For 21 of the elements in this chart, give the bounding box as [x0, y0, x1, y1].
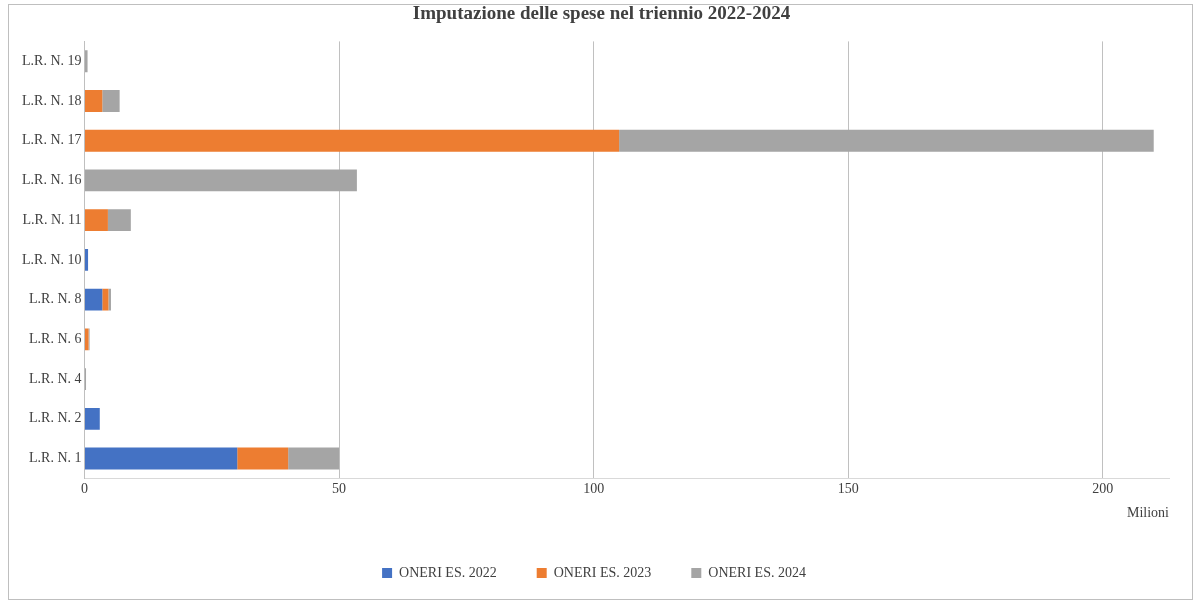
- y-tick-label: L.R. N. 1: [29, 450, 82, 466]
- y-tick-label: L.R. N. 11: [22, 211, 82, 227]
- y-tick-label: L.R. N. 10: [22, 251, 82, 267]
- y-tick-label: L.R. N. 8: [29, 291, 82, 307]
- x-axis-title: Milioni: [1126, 505, 1170, 521]
- y-tick-label: L.R. N. 18: [22, 92, 82, 108]
- chart-title: Imputazione delle spese nel triennio 2022-2024: [411, 2, 792, 24]
- y-tick-label: L.R. N. 4: [29, 370, 82, 386]
- y-tick-label: L.R. N. 6: [29, 331, 82, 347]
- y-tick-label: L.R. N. 19: [22, 52, 82, 68]
- x-tick-label: 50: [332, 481, 347, 497]
- x-tick-label: 150: [837, 481, 859, 497]
- x-tick-label: 100: [583, 481, 605, 497]
- x-tick-label: 200: [1092, 481, 1114, 497]
- legend-label: ONERI ES. 2023: [553, 564, 652, 580]
- y-tick-label: L.R. N. 17: [22, 132, 82, 148]
- y-tick-label: L.R. N. 16: [22, 172, 82, 188]
- legend-label: ONERI ES. 2022: [399, 564, 497, 580]
- y-tick-label: L.R. N. 2: [29, 410, 82, 426]
- legend-label: ONERI ES. 2024: [708, 564, 806, 580]
- x-tick-label: 0: [81, 481, 88, 497]
